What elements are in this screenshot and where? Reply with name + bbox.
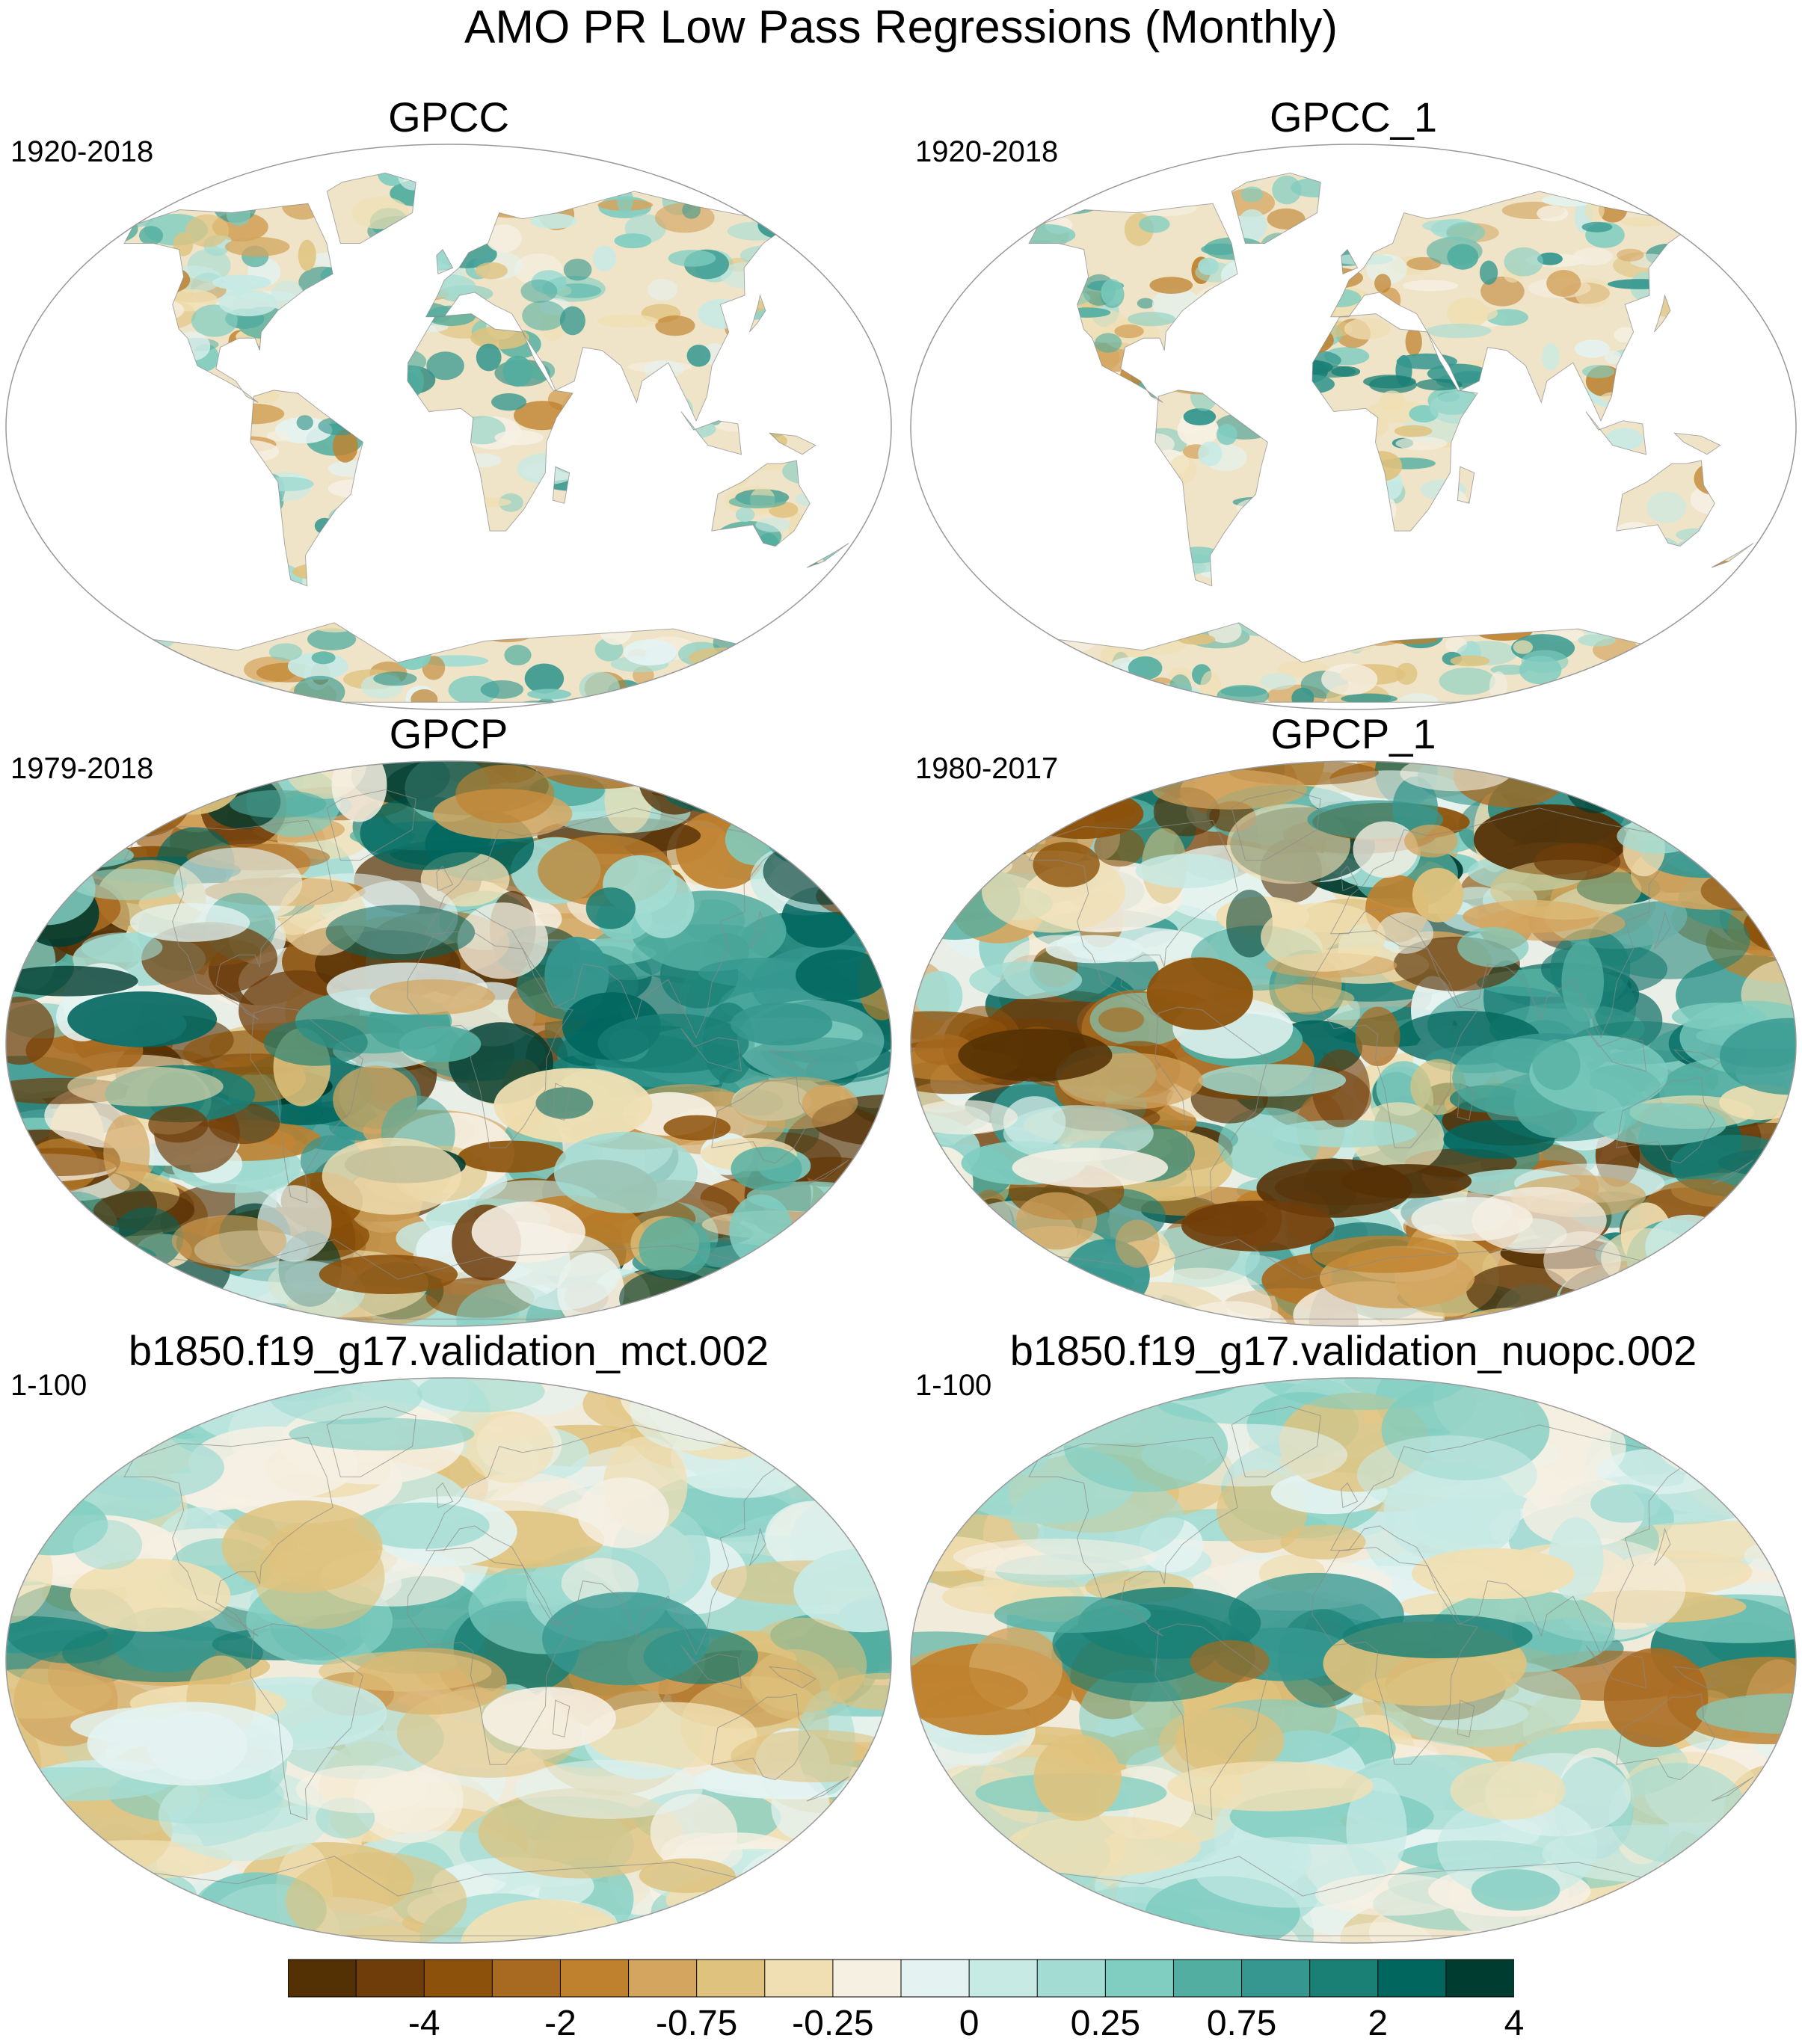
colorbar-swatch <box>969 1960 1038 1997</box>
colorbar-tick-label: -0.25 <box>792 2004 873 2044</box>
colorbar-swatch <box>492 1960 561 1997</box>
colorbar-swatch <box>1105 1960 1174 1997</box>
colorbar-swatch <box>629 1960 698 1997</box>
panel-title: b1850.f19_g17.validation_nuopc.002 <box>905 1327 1802 1375</box>
map-panel-gpcp: GPCP 1979-2018 <box>0 710 897 1331</box>
panel-title: b1850.f19_g17.validation_mct.002 <box>0 1327 897 1375</box>
colorbar-tick-label: -0.75 <box>656 2004 737 2044</box>
colorbar-swatch <box>765 1960 834 1997</box>
colorbar-swatch <box>1242 1960 1311 1997</box>
map-panel-mct: b1850.f19_g17.validation_mct.002 1-100 <box>0 1327 897 1948</box>
colorbar-tick-label: 0 <box>959 2004 980 2044</box>
coastline <box>807 544 849 568</box>
colorbar-swatch <box>1378 1960 1447 1997</box>
colorbar-swatch <box>560 1960 629 1997</box>
colorbar-swatch <box>424 1960 493 1997</box>
colorbar-swatch <box>1310 1960 1379 1997</box>
colorbar-swatch <box>1173 1960 1242 1997</box>
colorbar-tick-label: -4 <box>408 2004 440 2044</box>
colorbar-swatch <box>288 1960 357 1997</box>
map-panel-gpcp-1: GPCP_1 1980-2017 <box>905 710 1802 1331</box>
world-map <box>905 757 1802 1331</box>
map-panel-gpcc: GPCC 1920-2018 <box>0 93 897 714</box>
colorbar-swatch <box>1037 1960 1106 1997</box>
colorbar-tick-label: 0.75 <box>1207 2004 1276 2044</box>
world-map <box>0 1373 897 1948</box>
colorbar-swatch <box>697 1960 766 1997</box>
colorbar-swatch <box>833 1960 902 1997</box>
map-panel-gpcc-1: GPCC_1 1920-2018 <box>905 93 1802 714</box>
colorbar-swatch <box>356 1960 425 1997</box>
colorbar-tick-label: 4 <box>1504 2004 1525 2044</box>
colorbar-tick-label: -2 <box>544 2004 576 2044</box>
world-map <box>905 1373 1802 1948</box>
world-map <box>0 140 897 714</box>
colorbar-swatch <box>901 1960 970 1997</box>
map-panel-nuopc: b1850.f19_g17.validation_nuopc.002 1-100 <box>905 1327 1802 1948</box>
world-map <box>0 757 897 1331</box>
figure-title: AMO PR Low Pass Regressions (Monthly) <box>0 1 1802 54</box>
coastline <box>1712 544 1753 568</box>
colorbar <box>288 1959 1514 1998</box>
colorbar-tick-label: 2 <box>1368 2004 1388 2044</box>
world-map <box>905 140 1802 714</box>
colorbar-swatch <box>1446 1960 1514 1997</box>
colorbar-tick-label: 0.25 <box>1071 2004 1140 2044</box>
